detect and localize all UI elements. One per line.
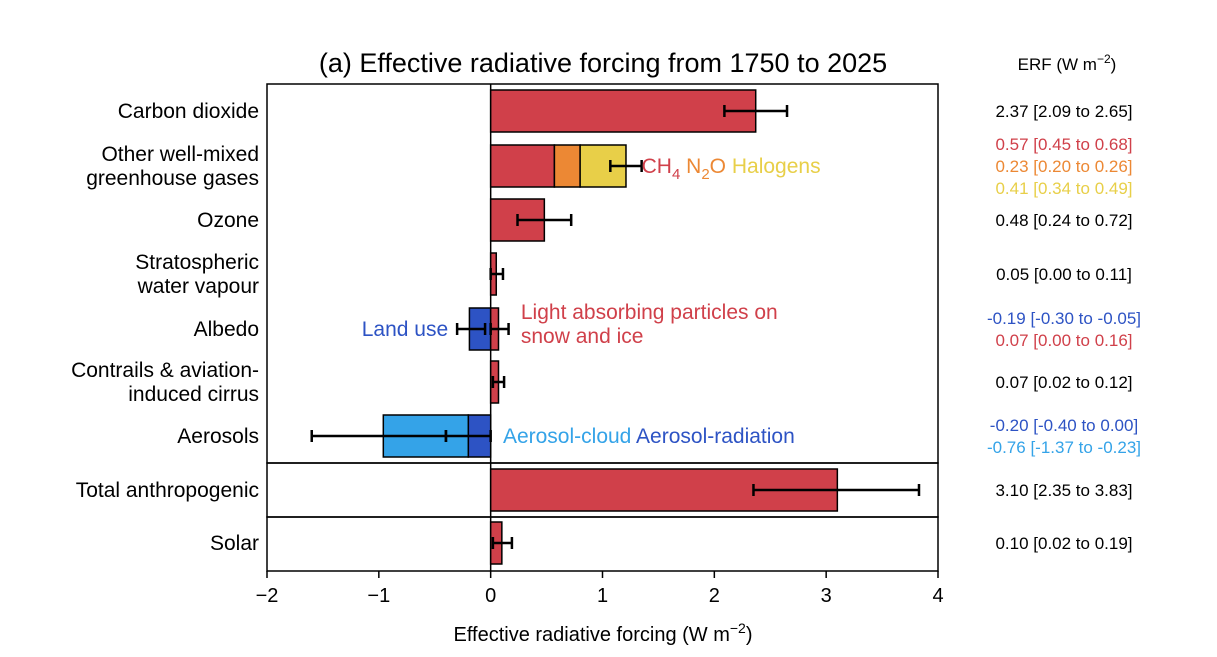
x-tick-label: 2 bbox=[709, 585, 720, 607]
chart-title: (a) Effective radiative forcing from 175… bbox=[319, 48, 887, 78]
erf-value: 0.23 [0.20 to 0.26] bbox=[995, 157, 1132, 176]
category-label: Ozone bbox=[197, 209, 259, 232]
x-axis-label: Effective radiative forcing (W m−2) bbox=[453, 620, 752, 646]
plot-panel bbox=[266, 516, 939, 572]
annotation-part: 4 bbox=[672, 166, 680, 183]
erf-value: 0.07 [0.02 to 0.12] bbox=[995, 373, 1132, 392]
x-tick-label: 3 bbox=[821, 585, 832, 607]
error-bar bbox=[752, 484, 921, 496]
error-bar bbox=[491, 537, 514, 549]
erf-value: 0.41 [0.34 to 0.49] bbox=[995, 179, 1132, 198]
annotation-part: Aerosol-cloud bbox=[503, 425, 631, 448]
category-label: Total anthropogenic bbox=[76, 479, 259, 502]
x-tick-label: 0 bbox=[485, 585, 496, 607]
category-label-line: induced cirrus bbox=[128, 383, 259, 406]
annotation-part: O bbox=[710, 155, 726, 178]
bar-segment bbox=[489, 89, 757, 133]
category-label-line: Ozone bbox=[197, 209, 259, 232]
error-bar bbox=[455, 323, 487, 335]
annotation-part: Land use bbox=[362, 318, 448, 341]
category-label: Aerosols bbox=[177, 425, 259, 448]
category-label-line: water vapour bbox=[137, 275, 259, 298]
error-bar bbox=[491, 376, 506, 388]
category-label: Contrails & aviation-induced cirrus bbox=[71, 359, 259, 406]
category-label: Solar bbox=[210, 532, 259, 555]
annotation-part: Halogens bbox=[726, 155, 821, 178]
annotation-part: N bbox=[680, 155, 701, 178]
erf-value: 2.37 [2.09 to 2.65] bbox=[995, 102, 1132, 121]
annotation-label: Aerosol-cloud Aerosol-radiation bbox=[503, 425, 795, 448]
annotation-label: snow and ice bbox=[521, 325, 644, 348]
x-tick-label: −2 bbox=[256, 585, 279, 607]
category-label-line: Carbon dioxide bbox=[118, 100, 259, 123]
erf-value: 3.10 [2.35 to 3.83] bbox=[995, 481, 1132, 500]
x-tick-label: 4 bbox=[932, 585, 943, 607]
error-bar bbox=[489, 268, 505, 280]
error-bar bbox=[723, 105, 789, 117]
erf-value: 0.07 [0.00 to 0.16] bbox=[995, 331, 1132, 350]
category-label-line: Aerosols bbox=[177, 425, 259, 448]
error-bar bbox=[516, 214, 573, 226]
bar-segment bbox=[489, 144, 556, 188]
erf-value: -0.76 [-1.37 to -0.23] bbox=[987, 438, 1141, 457]
erf-header: ERF (W m−2) bbox=[1018, 52, 1117, 74]
category-label: Other well-mixed greenhouse gases bbox=[86, 143, 259, 190]
category-label-line: Total anthropogenic bbox=[76, 479, 259, 502]
y-axis-labels: Carbon dioxide Other well-mixed greenhouse… bbox=[71, 100, 259, 555]
erf-value: -0.20 [-0.40 to 0.00] bbox=[990, 416, 1138, 435]
annotation-label: Land use bbox=[362, 318, 448, 341]
x-axis: −2 −1 0 1 2 3 4 bbox=[256, 571, 944, 607]
category-label: Carbon dioxide bbox=[118, 100, 259, 123]
annotations: CH4 N2O Halogens Land use Light absorbing … bbox=[362, 155, 821, 448]
erf-value: 0.05 [0.00 to 0.11] bbox=[996, 265, 1132, 284]
error-bar bbox=[310, 430, 448, 442]
category-label-line: greenhouse gases bbox=[86, 167, 259, 190]
erf-value: 0.48 [0.24 to 0.72] bbox=[995, 211, 1132, 230]
error-bar bbox=[489, 323, 510, 335]
x-tick-label: −1 bbox=[367, 585, 390, 607]
category-label-line: Stratospheric bbox=[135, 251, 259, 274]
annotation-label: CH4 N2O Halogens bbox=[642, 155, 821, 183]
annotation-part: 2 bbox=[701, 166, 709, 183]
category-label-line: Solar bbox=[210, 532, 259, 555]
annotation-label: Light absorbing particles on bbox=[521, 301, 778, 324]
plot-panel bbox=[266, 83, 939, 464]
annotation-part: Aerosol-radiation bbox=[631, 425, 794, 448]
erf-value: 0.57 [0.45 to 0.68] bbox=[995, 135, 1132, 154]
bar-segment bbox=[553, 144, 581, 188]
category-label-line: Albedo bbox=[194, 318, 259, 341]
error-bars bbox=[310, 105, 921, 549]
error-bar bbox=[609, 160, 643, 172]
erf-value-column: 2.37 [2.09 to 2.65] 0.57 [0.45 to 0.68] 0.… bbox=[987, 102, 1141, 553]
category-label: Albedo bbox=[194, 318, 259, 341]
erf-value: 0.10 [0.02 to 0.19] bbox=[995, 534, 1132, 553]
category-label-line: Other well-mixed bbox=[101, 143, 259, 166]
bars bbox=[382, 89, 839, 565]
category-label-line: Contrails & aviation- bbox=[71, 359, 259, 382]
category-label: Stratospheric water vapour bbox=[135, 251, 259, 298]
erf-value: -0.19 [-0.30 to -0.05] bbox=[987, 309, 1141, 328]
annotation-part: CH bbox=[642, 155, 672, 178]
x-tick-label: 1 bbox=[597, 585, 608, 607]
